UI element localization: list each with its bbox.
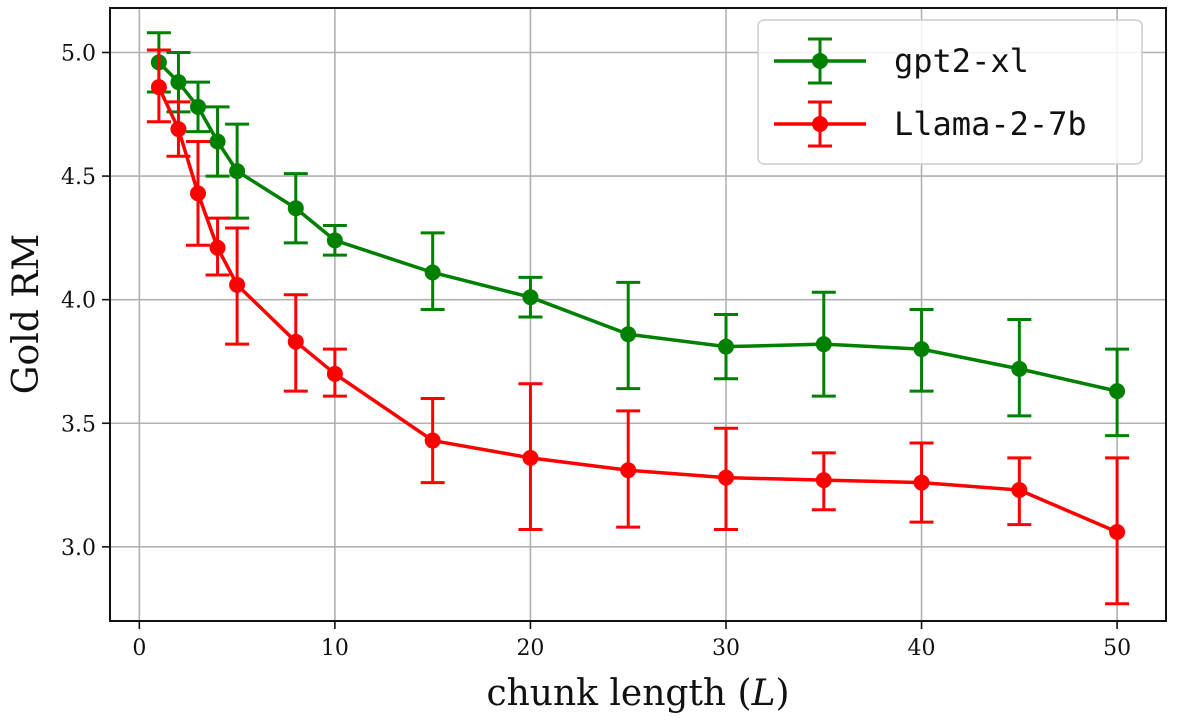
legend-marker-llama-2-7b <box>812 116 828 132</box>
data-point-llama-2-7b <box>170 121 187 138</box>
data-point-gpt2-xl <box>287 200 304 217</box>
data-point-gpt2-xl <box>1109 383 1126 400</box>
data-point-llama-2-7b <box>150 79 167 96</box>
x-tick-label: 0 <box>132 636 146 661</box>
legend: gpt2-xl Llama-2-7b <box>757 19 1143 165</box>
data-point-llama-2-7b <box>229 276 246 293</box>
data-point-gpt2-xl <box>190 98 206 115</box>
data-point-llama-2-7b <box>209 239 226 256</box>
data-point-gpt2-xl <box>1011 360 1028 377</box>
x-tick-label: 10 <box>321 636 349 661</box>
legend-entry-gpt2-xl: gpt2-xl <box>774 37 1029 85</box>
legend-label-llama-2-7b: Llama-2-7b <box>894 105 1087 143</box>
data-point-llama-2-7b <box>522 449 539 466</box>
series-llama-2-7b <box>146 48 1130 606</box>
y-tick-label: 5.0 <box>61 41 96 66</box>
data-point-gpt2-xl <box>424 264 441 281</box>
y-tick-label: 3.5 <box>61 412 96 437</box>
data-point-llama-2-7b <box>815 472 832 489</box>
legend-marker-gpt2-xl <box>812 53 828 69</box>
legend-box <box>757 19 1143 165</box>
data-point-llama-2-7b <box>1109 524 1126 541</box>
data-point-gpt2-xl <box>522 289 539 306</box>
y-tick-label: 3.0 <box>61 536 96 561</box>
plot-frame <box>109 7 1167 622</box>
data-point-gpt2-xl <box>209 133 226 150</box>
data-point-llama-2-7b <box>287 333 304 350</box>
y-tick-label: 4.0 <box>61 289 96 314</box>
data-point-gpt2-xl <box>718 338 734 355</box>
data-point-llama-2-7b <box>424 432 441 449</box>
data-point-gpt2-xl <box>620 326 637 343</box>
data-point-llama-2-7b <box>913 474 930 491</box>
data-point-gpt2-xl <box>815 336 832 353</box>
legend-label-gpt2-xl: gpt2-xl <box>894 42 1029 80</box>
data-point-llama-2-7b <box>326 365 343 382</box>
data-point-llama-2-7b <box>1011 481 1028 498</box>
data-point-gpt2-xl <box>170 74 187 91</box>
series-layer <box>146 31 1130 606</box>
x-axis-label: chunk length (L) <box>486 673 789 714</box>
y-tick-label: 4.5 <box>61 165 96 190</box>
y-axis-label: Gold RM <box>6 234 47 394</box>
data-point-llama-2-7b <box>718 469 734 486</box>
data-point-llama-2-7b <box>620 462 637 479</box>
x-tick-label: 20 <box>516 636 544 661</box>
x-tick-label: 50 <box>1103 636 1131 661</box>
data-point-gpt2-xl <box>326 232 343 249</box>
data-point-llama-2-7b <box>190 185 206 202</box>
x-tick-label: 40 <box>908 636 936 661</box>
axis-ticks: 0 10 20 30 40 50 3.0 3.5 4.0 4.5 5.0 <box>61 41 1131 661</box>
legend-entry-llama-2-7b: Llama-2-7b <box>774 100 1087 148</box>
x-tick-label: 30 <box>712 636 740 661</box>
data-point-gpt2-xl <box>229 163 246 180</box>
data-point-gpt2-xl <box>913 341 930 358</box>
